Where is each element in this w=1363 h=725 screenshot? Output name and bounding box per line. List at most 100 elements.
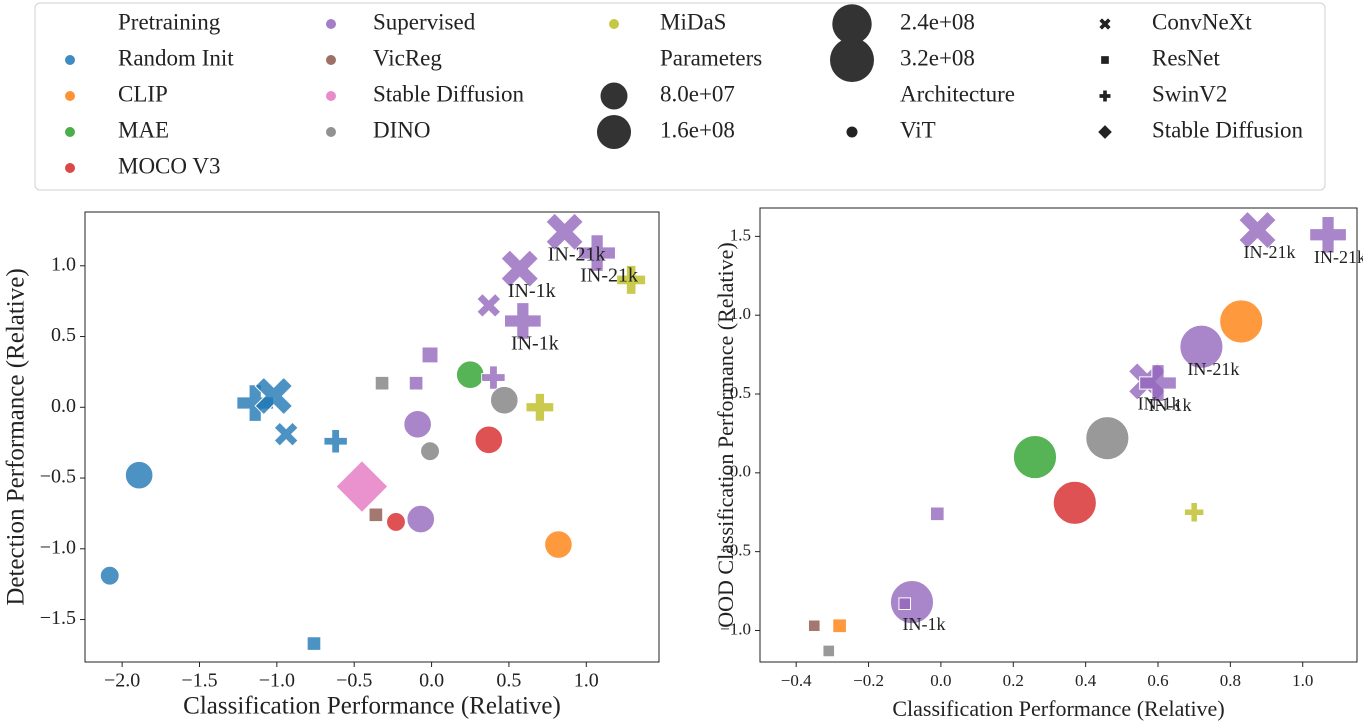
x-tick-label: 0.0 bbox=[419, 670, 444, 692]
data-point: Random Init bbox=[323, 429, 348, 454]
data-point: MiDaS bbox=[616, 264, 647, 295]
data-point: MiDaS bbox=[525, 392, 555, 422]
point-annotation: IN-21k bbox=[548, 243, 606, 265]
point-annotation: IN-21k bbox=[1244, 242, 1296, 262]
data-point: Stable Diffusion bbox=[335, 459, 389, 514]
data-point: MAE bbox=[455, 360, 485, 390]
legend-swatch bbox=[65, 91, 75, 101]
data-point: Supervised bbox=[578, 234, 616, 272]
x-tick-label: −0.4 bbox=[781, 671, 812, 690]
y-tick-label: −1.0 bbox=[40, 536, 76, 558]
y-tick-label: 0.5 bbox=[51, 324, 76, 346]
y-tick-label: 1.0 bbox=[51, 253, 76, 275]
y-tick-label: 0.0 bbox=[730, 462, 751, 481]
data-point: Supervised bbox=[406, 504, 436, 534]
plot-area bbox=[84, 211, 660, 663]
legend-title: Architecture bbox=[900, 81, 1015, 106]
data-point: Supervised bbox=[481, 365, 506, 390]
y-axis-label: OOD Classification Performance (Relative… bbox=[713, 242, 738, 627]
legend-swatch bbox=[326, 19, 336, 29]
legend-shape bbox=[1101, 56, 1109, 64]
x-tick-label: 1.0 bbox=[574, 670, 599, 692]
data-point: Supervised bbox=[403, 409, 432, 439]
data-point: Supervised bbox=[1139, 364, 1177, 402]
data-point: Supervised bbox=[898, 597, 912, 610]
y-tick-label: −1.5 bbox=[40, 607, 76, 629]
legend-swatch bbox=[609, 19, 619, 29]
legend-label: ViT bbox=[900, 117, 936, 142]
point-annotation: IN-1k bbox=[902, 614, 945, 634]
data-point: Supervised bbox=[421, 346, 439, 364]
legend-label: 3.2e+08 bbox=[900, 45, 975, 70]
data-point: CLIP bbox=[832, 618, 847, 634]
data-point: VicReg bbox=[807, 619, 821, 633]
legend-shape bbox=[1099, 18, 1111, 30]
legend-label: Supervised bbox=[373, 9, 476, 34]
legend-size-marker bbox=[832, 4, 872, 44]
legend-label: ConvNeXt bbox=[1152, 9, 1252, 34]
data-point: Random Init bbox=[306, 636, 322, 651]
data-point: MOCO V3 bbox=[386, 511, 406, 532]
legend-shape bbox=[1098, 125, 1112, 139]
legend-box bbox=[34, 2, 1326, 191]
data-point: Random Init bbox=[273, 421, 299, 447]
legend-label: MiDaS bbox=[660, 9, 726, 34]
data-point: VicReg bbox=[368, 507, 384, 523]
x-tick-label: −1.0 bbox=[259, 670, 295, 692]
data-point: Supervised bbox=[504, 302, 542, 340]
data-point: Supervised bbox=[929, 506, 945, 522]
x-axis-label: Classification Performance (Relative) bbox=[892, 696, 1224, 721]
data-point: DINO bbox=[822, 644, 836, 658]
legend-size-marker bbox=[596, 114, 632, 150]
legend-label: Stable Diffusion bbox=[373, 81, 524, 106]
x-tick-label: 0.2 bbox=[1003, 671, 1024, 690]
data-point: DINO bbox=[374, 375, 390, 391]
y-tick-label: −0.5 bbox=[720, 541, 751, 560]
legend-size-marker bbox=[830, 38, 874, 82]
point-annotation: IN-1k bbox=[508, 280, 556, 302]
data-point: Supervised bbox=[1238, 210, 1277, 250]
legend-swatch bbox=[326, 55, 336, 65]
x-tick-label: −0.2 bbox=[853, 671, 884, 690]
data-point: MOCO V3 bbox=[1052, 480, 1097, 525]
legend-size-marker bbox=[600, 82, 628, 110]
legend-label: Stable Diffusion bbox=[1152, 117, 1303, 142]
legend-label: 8.0e+07 bbox=[660, 81, 735, 106]
x-tick-label: 0.5 bbox=[496, 670, 521, 692]
y-tick-label: 0.0 bbox=[51, 395, 76, 417]
plot-area bbox=[759, 207, 1358, 663]
y-tick-label: −0.5 bbox=[40, 466, 76, 488]
legend-swatch bbox=[326, 127, 336, 137]
data-point: MiDaS bbox=[1183, 501, 1205, 523]
data-point: Random Init bbox=[236, 384, 275, 422]
legend-label: MAE bbox=[118, 117, 169, 142]
legend-label: ResNet bbox=[1152, 45, 1220, 70]
y-tick-label: −1.0 bbox=[720, 619, 751, 638]
legend-label: SwinV2 bbox=[1152, 81, 1227, 106]
legend-label: Random Init bbox=[118, 45, 234, 70]
data-point: Supervised bbox=[408, 375, 424, 391]
legend-swatch bbox=[65, 55, 75, 65]
data-point: Supervised bbox=[545, 212, 584, 252]
legend-swatch bbox=[65, 163, 75, 173]
legend-label: DINO bbox=[373, 117, 431, 142]
legend-swatch bbox=[65, 127, 75, 137]
x-tick-label: 1.0 bbox=[1292, 671, 1313, 690]
data-point: Supervised bbox=[476, 292, 502, 318]
legend-label: 2.4e+08 bbox=[900, 9, 975, 34]
x-axis-label: Classification Performance (Relative) bbox=[183, 693, 561, 720]
y-tick-label: 1.0 bbox=[730, 304, 751, 323]
point-annotation: IN-1k bbox=[1149, 395, 1192, 415]
point-annotation: IN-21k bbox=[1187, 359, 1239, 379]
x-tick-label: −0.5 bbox=[336, 670, 372, 692]
data-point: DINO bbox=[420, 441, 440, 462]
legend-shape bbox=[1099, 90, 1111, 102]
data-point: MOCO V3 bbox=[474, 425, 504, 455]
x-tick-label: 0.4 bbox=[1075, 671, 1097, 690]
data-point: Random Init bbox=[124, 460, 154, 490]
legend-title: Parameters bbox=[660, 45, 762, 70]
data-point: Supervised bbox=[1309, 215, 1347, 254]
x-tick-label: −1.5 bbox=[181, 670, 217, 692]
data-point: Supervised bbox=[889, 580, 935, 625]
